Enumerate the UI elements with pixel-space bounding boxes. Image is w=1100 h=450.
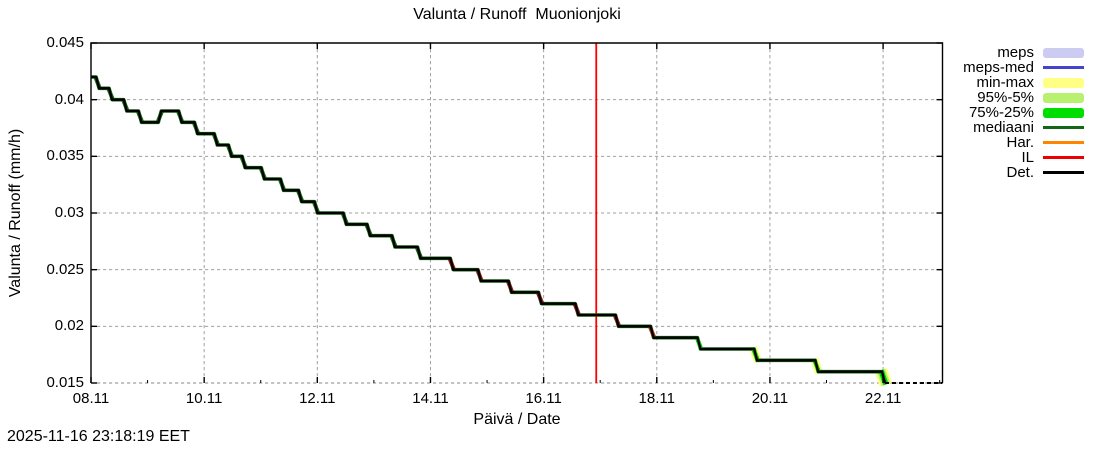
legend-item-min-max: min-max	[840, 75, 1084, 90]
x-axis-title: Päivä / Date	[473, 411, 561, 428]
legend-item-75-25-: 75%-25%	[840, 105, 1084, 120]
x-tick-label-22.11: 22.11	[864, 390, 902, 407]
legend-item-meps-med: meps-med	[840, 60, 1084, 75]
legend-label: IL	[1021, 149, 1034, 166]
y-tick-label-0.04: 0.04	[54, 90, 84, 108]
legend-label: meps	[997, 44, 1034, 61]
x-tick-label-14.11: 14.11	[412, 390, 449, 407]
y-tick-label-0.025: 0.025	[46, 260, 84, 278]
legend-label: min-max	[976, 74, 1034, 91]
mediaani-line	[91, 75, 887, 384]
chart-title: Valunta / Runoff Muonionjoki	[413, 6, 621, 23]
legend-swatch-line	[1043, 66, 1084, 69]
y-tick-label-0.02: 0.02	[54, 317, 84, 335]
legend-item-95-5-: 95%-5%	[840, 90, 1084, 105]
legend-label: 75%-25%	[968, 104, 1034, 121]
x-tick-label-10.11: 10.11	[185, 390, 223, 407]
legend-swatch-line	[1043, 141, 1084, 144]
legend-item-har-: Har.	[840, 135, 1084, 150]
x-tick-label-18.11: 18.11	[638, 390, 675, 407]
x-tick-label-20.11: 20.11	[751, 390, 789, 407]
y-tick-label-0.015: 0.015	[46, 374, 84, 391]
legend-swatch-band	[1043, 47, 1084, 58]
legend-item-mediaani: mediaani	[840, 120, 1084, 135]
y-tick-label-0.045: 0.045	[46, 34, 84, 51]
x-tick-label-16.11: 16.11	[525, 390, 562, 407]
legend-label: mediaani	[973, 119, 1034, 136]
legend-item-il: IL	[840, 150, 1084, 165]
legend-swatch-band	[1043, 92, 1084, 103]
y-tick-label-0.035: 0.035	[46, 147, 84, 165]
legend-swatch-band	[1043, 107, 1084, 118]
legend-item-meps: meps	[840, 45, 1084, 60]
x-tick-label-12.11: 12.11	[299, 390, 336, 407]
legend-swatch-band	[1043, 77, 1084, 88]
legend-label: meps-med	[963, 59, 1034, 76]
legend-swatch-line	[1043, 171, 1084, 174]
legend-label: Det.	[1006, 164, 1034, 181]
legend-item-det-: Det.	[840, 165, 1084, 180]
legend-swatch-line	[1043, 126, 1084, 129]
det-line	[91, 75, 887, 384]
legend-label: 95%-5%	[977, 89, 1034, 106]
legend-label: Har.	[1006, 134, 1034, 151]
plot-timestamp: 2025-11-16 23:18:19 EET	[7, 428, 190, 445]
legend-swatch-line	[1043, 156, 1084, 159]
x-tick-label-08.11: 08.11	[72, 390, 110, 407]
y-tick-label-0.03: 0.03	[54, 204, 84, 221]
